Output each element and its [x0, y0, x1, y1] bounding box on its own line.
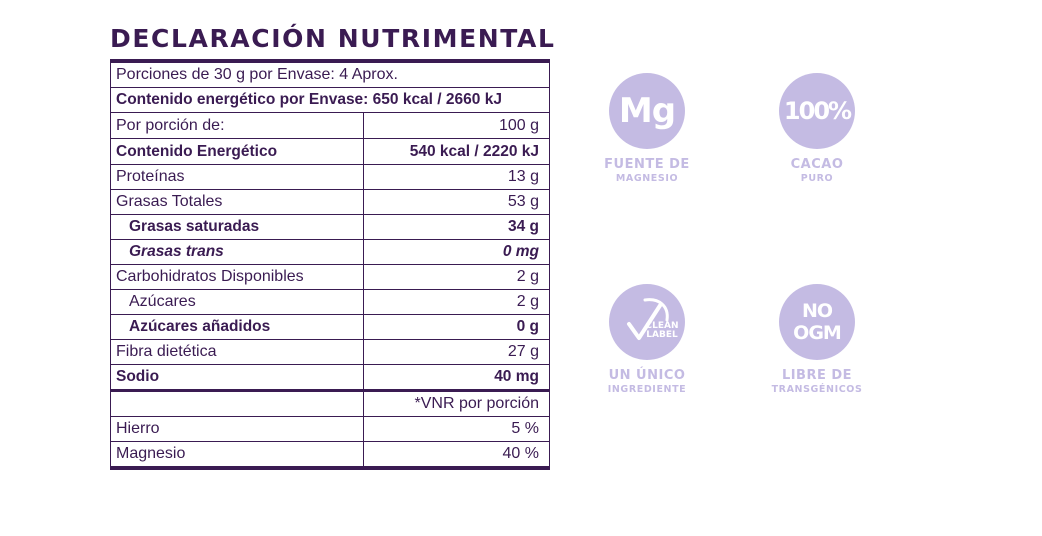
mineral-label: Magnesio	[116, 445, 186, 462]
badge-line2: TRANSGÉNICOS	[771, 384, 863, 395]
badge-line1: UN ÚNICO	[608, 368, 686, 383]
table-row: Proteínas 13 g	[110, 165, 550, 190]
nutrient-label: Carbohidratos Disponibles	[116, 268, 304, 285]
mineral-value: 40 %	[502, 445, 539, 462]
table-row: Carbohidratos Disponibles 2 g	[110, 265, 550, 290]
mineral-value: 5 %	[511, 420, 539, 437]
energy-label: Contenido Energético	[116, 143, 278, 160]
nutrient-value: 2 g	[516, 293, 539, 310]
badge-line2: MAGNESIO	[615, 173, 679, 184]
nutrient-label: Grasas trans	[129, 243, 224, 260]
nutrient-value: 13 g	[507, 168, 539, 185]
badge-line1: FUENTE DE	[604, 157, 690, 172]
nutrient-value: 40 mg	[494, 368, 539, 385]
energy-per-package-text: Contenido energético por Envase: 650 kca…	[116, 91, 502, 108]
nutrient-label: Grasas saturadas	[129, 218, 260, 235]
table-row: Grasas saturadas 34 g	[110, 215, 550, 240]
vnr-header-row: *VNR por porción	[110, 392, 550, 417]
vnr-header: *VNR por porción	[414, 395, 540, 412]
table-row: Azúcares 2 g	[110, 290, 550, 315]
nutrient-label: Proteínas	[116, 168, 185, 185]
badge-no-ogm: NO OGM LIBRE DE TRANSGÉNICOS	[757, 284, 877, 396]
table-row: Azúcares añadidos 0 g	[110, 315, 550, 340]
magnesium-icon: Mg	[609, 73, 685, 149]
badge-cacao: 100% CACAO PURO	[757, 73, 877, 185]
per-portion-row: Por porción de: 100 g	[110, 113, 550, 139]
nutrition-table: Porciones de 30 g por Envase: 4 Aprox. C…	[110, 59, 550, 470]
nutrient-value: 34 g	[507, 218, 539, 235]
badge-line1: LIBRE DE	[781, 368, 853, 383]
nutrient-label: Azúcares añadidos	[129, 318, 271, 335]
nutrient-label: Grasas Totales	[116, 193, 223, 210]
badge-magnesium: Mg FUENTE DE MAGNESIO	[587, 73, 707, 185]
nutrient-value: 0 g	[516, 318, 539, 335]
nutrient-label: Fibra dietética	[116, 343, 217, 360]
table-row: Sodio 40 mg	[110, 365, 550, 392]
energy-per-package-row: Contenido energético por Envase: 650 kca…	[110, 88, 550, 113]
mineral-label: Hierro	[116, 420, 160, 437]
percent-100-icon: 100%	[779, 73, 855, 149]
energy-value: 540 kcal / 2220 kJ	[409, 143, 539, 160]
table-row: Grasas trans 0 mg	[110, 240, 550, 265]
table-row: Hierro 5 %	[110, 417, 550, 442]
badge-line2: PURO	[800, 173, 834, 184]
table-row: Fibra dietética 27 g	[110, 340, 550, 365]
nutrient-value: 53 g	[507, 193, 539, 210]
nutrient-value: 2 g	[516, 268, 539, 285]
nutrient-value: 27 g	[507, 343, 539, 360]
energy-row: Contenido Energético 540 kcal / 2220 kJ	[110, 139, 550, 165]
badge-clean-label: CLEAN LABEL UN ÚNICO INGREDIENTE	[587, 284, 707, 396]
table-row: Magnesio 40 %	[110, 442, 550, 466]
clean-label-leaf-icon: CLEAN LABEL	[609, 284, 685, 360]
nutrient-value: 0 mg	[502, 243, 539, 260]
nutrient-label: Sodio	[116, 368, 160, 385]
nutrient-label: Azúcares	[129, 293, 196, 310]
per-portion-label: Por porción de:	[116, 117, 225, 134]
per-portion-value: 100 g	[498, 117, 539, 134]
page-title: DECLARACIÓN NUTRIMENTAL	[110, 24, 556, 53]
badge-line2: INGREDIENTE	[607, 384, 687, 395]
servings-row: Porciones de 30 g por Envase: 4 Aprox.	[110, 63, 550, 88]
no-ogm-icon: NO OGM	[779, 284, 855, 360]
table-row: Grasas Totales 53 g	[110, 190, 550, 215]
badge-line1: CACAO	[790, 157, 844, 172]
servings-text: Porciones de 30 g por Envase: 4 Aprox.	[116, 66, 398, 83]
